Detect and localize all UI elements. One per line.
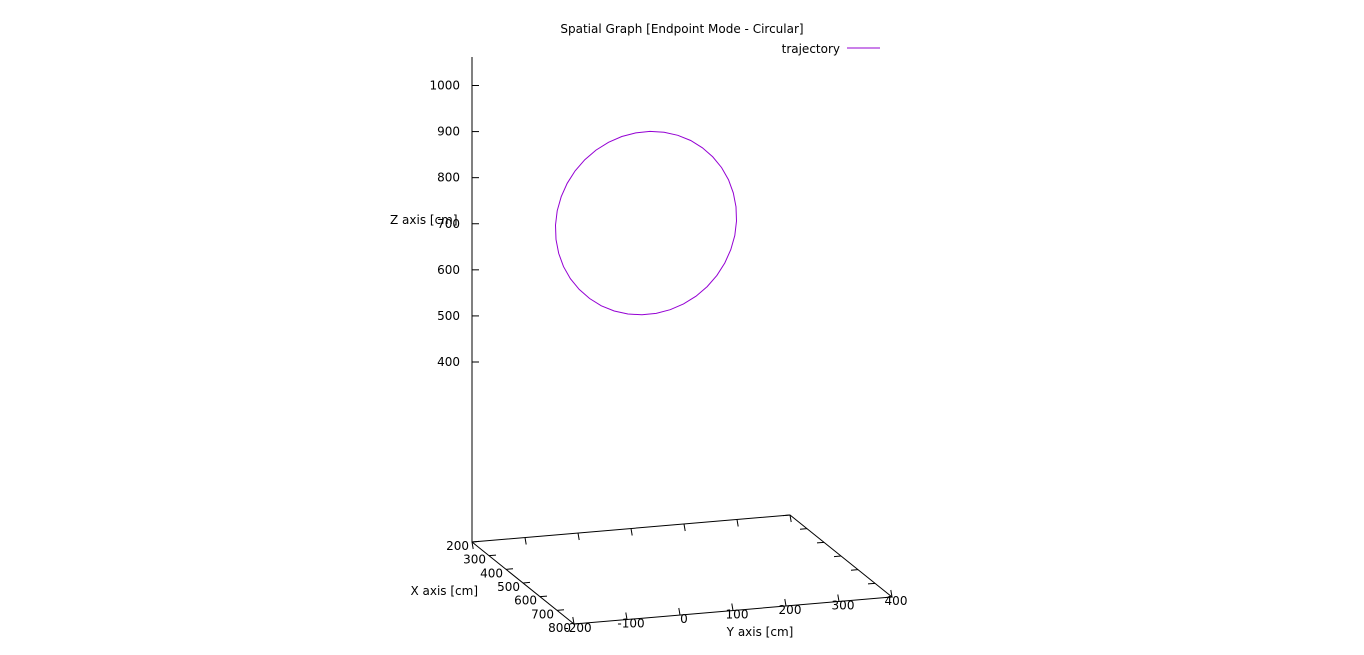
z-ticks: 400 500 600 700 800 900 1000 — [429, 79, 479, 369]
x-tick-1 — [488, 554, 497, 557]
y-tick-label-4: 200 — [779, 603, 802, 617]
trajectory-line — [554, 130, 737, 316]
y-tick-far-4 — [683, 523, 686, 532]
z-axis-label: Z axis [cm] — [390, 213, 458, 227]
z-tick-label-3: 700 — [437, 217, 460, 231]
z-tick-label-4: 800 — [437, 171, 460, 185]
x-tick-far-5 — [867, 582, 876, 585]
z-tick-label-5: 900 — [437, 125, 460, 139]
x-axis-label: X axis [cm] — [410, 584, 478, 598]
y-ticks: -200 -100 0 100 200 300 400 — [471, 514, 908, 635]
axes — [471, 57, 894, 625]
y-tick-label-2: 0 — [680, 612, 688, 626]
y-tick-far-2 — [577, 532, 580, 541]
x-tick-label-0: 200 — [446, 539, 469, 553]
x-tick-5 — [556, 609, 565, 611]
y-tick-5 — [837, 594, 840, 602]
x-tick-label-1: 300 — [463, 553, 486, 567]
chart-title: Spatial Graph [Endpoint Mode - Circular] — [560, 22, 803, 36]
y-tick-label-6: 400 — [885, 594, 908, 608]
x-tick-3 — [522, 581, 531, 584]
x-tick-far-4 — [850, 569, 859, 571]
x-tick-4 — [539, 595, 548, 598]
y-tick-far-0 — [471, 541, 474, 550]
y-axis-label: Y axis [cm] — [726, 625, 794, 639]
x-tick-0 — [471, 540, 480, 543]
x-tick-far-0 — [782, 514, 791, 517]
x-tick-far-3 — [833, 555, 842, 558]
y-tick-label-5: 300 — [832, 599, 855, 613]
x-tick-label-3: 500 — [497, 580, 520, 594]
y-tick-label-3: 100 — [726, 608, 749, 622]
x-tick-label-5: 700 — [531, 607, 554, 621]
y-tick-far-6 — [789, 514, 792, 523]
y-tick-1 — [625, 612, 628, 620]
y-tick-label-0: -200 — [564, 621, 591, 635]
x-tick-label-4: 600 — [514, 594, 537, 608]
y-tick-far-1 — [524, 537, 527, 545]
y-tick-far-3 — [630, 528, 633, 536]
z-tick-label-1: 500 — [437, 309, 460, 323]
y-tick-6 — [890, 589, 893, 598]
x-tick-far-1 — [799, 528, 808, 530]
x-tick-6 — [573, 622, 582, 625]
legend: trajectory — [782, 42, 880, 56]
x-tick-far-6 — [884, 596, 893, 599]
y-tick-3 — [731, 603, 734, 611]
y-tick-far-5 — [736, 519, 739, 527]
legend-label: trajectory — [782, 42, 840, 56]
y-tick-4 — [784, 598, 787, 607]
y-tick-2 — [678, 607, 681, 616]
y-tick-0 — [572, 616, 575, 625]
x-tick-far-2 — [816, 541, 825, 544]
z-tick-label-2: 600 — [437, 263, 460, 277]
x-tick-label-2: 400 — [480, 566, 503, 580]
y-tick-label-1: -100 — [617, 617, 644, 631]
z-tick-label-6: 1000 — [429, 79, 460, 93]
z-tick-label-0: 400 — [437, 355, 460, 369]
x-tick-label-6: 800 — [548, 621, 571, 635]
x-tick-2 — [505, 568, 514, 570]
